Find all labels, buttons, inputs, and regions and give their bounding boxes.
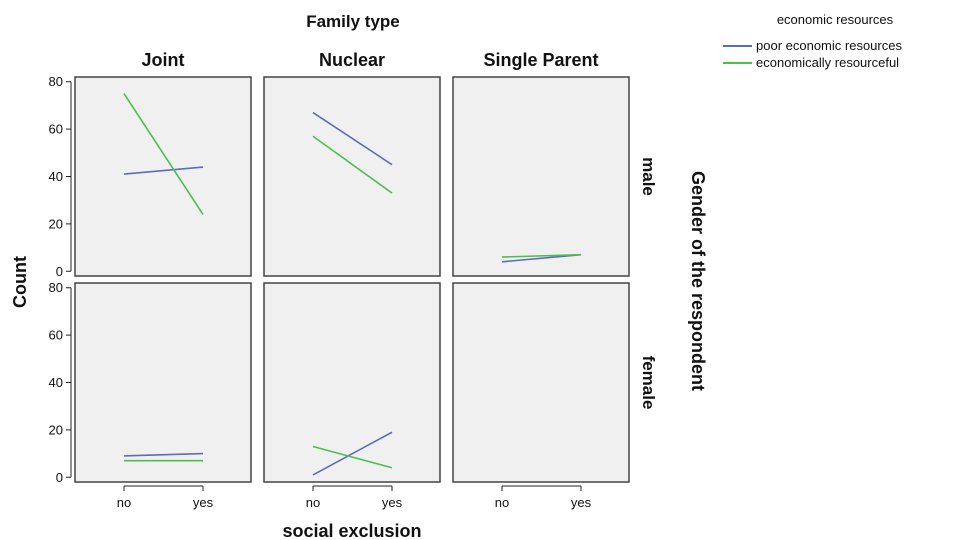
series-line-male-joint-economically-resourceful bbox=[123, 93, 204, 215]
panel-female-nuclear bbox=[263, 282, 441, 483]
panel-male-nuclear bbox=[263, 76, 441, 277]
legend-label-economically-resourceful: economically resourceful bbox=[756, 55, 899, 70]
legend-title: economic resources bbox=[777, 12, 894, 27]
x-tick-label-single-parent-yes: yes bbox=[571, 495, 592, 510]
row-title-female: female bbox=[639, 356, 658, 410]
y-tick-label-female-40: 40 bbox=[49, 375, 63, 390]
row-title-male: male bbox=[639, 157, 658, 196]
panel-male-single-parent bbox=[452, 76, 630, 277]
series-line-male-joint-poor-economic-resources bbox=[123, 166, 204, 175]
column-title-nuclear: Nuclear bbox=[319, 50, 385, 70]
y-tick-label-male-40: 40 bbox=[49, 169, 63, 184]
x-tick-label-nuclear-no: no bbox=[306, 495, 320, 510]
series-line-male-nuclear-poor-economic-resources bbox=[312, 111, 393, 166]
y-tick-label-male-80: 80 bbox=[49, 74, 63, 89]
legend-label-poor-economic-resources: poor economic resources bbox=[756, 38, 902, 53]
column-title-single-parent: Single Parent bbox=[483, 50, 598, 70]
x-axis-title: social exclusion bbox=[282, 521, 421, 540]
column-title-joint: Joint bbox=[142, 50, 185, 70]
series-line-male-single-parent-economically-resourceful bbox=[501, 253, 582, 258]
legend: economic resources poor economic resourc… bbox=[723, 12, 902, 70]
series-line-female-joint-poor-economic-resources bbox=[123, 452, 204, 457]
y-tick-label-female-0: 0 bbox=[56, 470, 63, 485]
series-line-female-nuclear-economically-resourceful bbox=[312, 445, 393, 469]
x-tick-label-nuclear-yes: yes bbox=[382, 495, 403, 510]
x-tick-label-joint-no: no bbox=[117, 495, 131, 510]
row-axis-title: Gender of the respondent bbox=[688, 171, 708, 391]
x-tick-label-single-parent-no: no bbox=[495, 495, 509, 510]
y-tick-label-female-80: 80 bbox=[49, 280, 63, 295]
y-tick-label-male-0: 0 bbox=[56, 264, 63, 279]
y-tick-label-male-20: 20 bbox=[49, 216, 63, 231]
y-axis-title: Count bbox=[10, 256, 30, 308]
chart-title: Family type bbox=[306, 12, 400, 31]
panel-male-joint bbox=[74, 76, 252, 277]
panel-female-single-parent bbox=[452, 282, 630, 483]
x-tick-label-joint-yes: yes bbox=[193, 495, 214, 510]
y-tick-label-male-60: 60 bbox=[49, 122, 63, 137]
series-line-female-nuclear-poor-economic-resources bbox=[312, 431, 393, 476]
y-tick-label-female-60: 60 bbox=[49, 328, 63, 343]
panels: Joint Nuclear Single Parent male female 0 20 40… bbox=[49, 50, 658, 510]
panel-female-joint bbox=[74, 282, 252, 483]
series-line-male-nuclear-economically-resourceful bbox=[312, 135, 393, 194]
y-tick-label-female-20: 20 bbox=[49, 422, 63, 437]
